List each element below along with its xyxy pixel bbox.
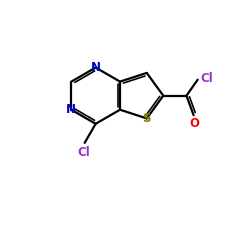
Text: S: S [142, 112, 151, 125]
Text: O: O [189, 117, 199, 130]
Text: Cl: Cl [77, 146, 90, 159]
Text: N: N [91, 61, 101, 74]
Text: N: N [66, 103, 76, 116]
Text: Cl: Cl [200, 72, 213, 85]
